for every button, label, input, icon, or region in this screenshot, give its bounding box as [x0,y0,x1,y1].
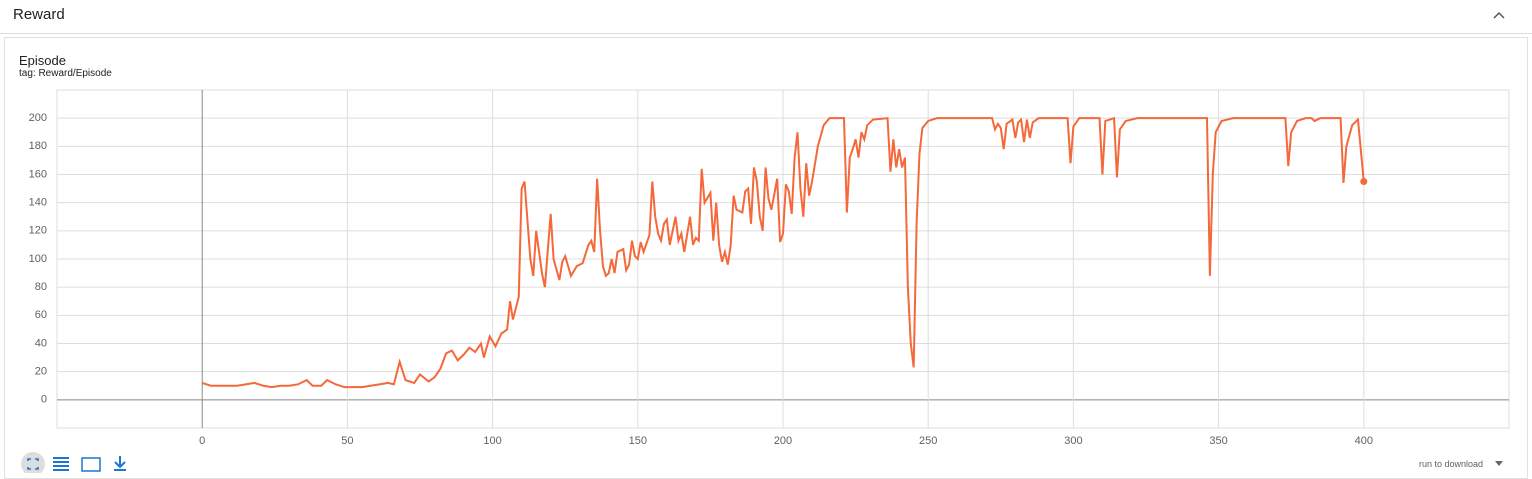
y-tick-label: 0 [41,394,47,406]
y-tick-label: 80 [35,281,47,293]
card-title: Episode [19,53,66,68]
run-select[interactable]: run to download [1419,459,1484,469]
y-tick-label: 60 [35,309,47,321]
x-tick-label: 300 [1064,435,1082,447]
y-tick-label: 140 [29,197,47,209]
zoom-icon[interactable] [81,457,101,472]
y-tick-label: 160 [29,168,47,180]
y-tick-label: 180 [29,140,47,152]
lines-icon[interactable] [53,457,69,471]
y-tick-label: 40 [35,337,47,349]
series-line [201,116,1365,389]
y-tick-label: 120 [29,225,47,237]
x-tick-label: 400 [1355,435,1373,447]
collapse-icon[interactable] [1492,8,1506,22]
x-tick-label: 100 [483,435,501,447]
fit-icon[interactable] [27,458,39,470]
x-tick-label: 250 [919,435,937,447]
dropdown-icon[interactable] [1494,460,1504,468]
x-tick-label: 150 [629,435,647,447]
y-tick-label: 200 [29,112,47,124]
x-tick-label: 0 [199,435,205,447]
section-title: Reward [13,6,65,23]
toolbar [21,452,126,473]
section-header[interactable]: Reward [0,0,1532,34]
x-tick-label: 350 [1209,435,1227,447]
card-tag: tag: Reward/Episode [19,68,112,79]
x-tick-label: 200 [774,435,792,447]
y-tick-label: 100 [29,253,47,265]
x-tick-label: 50 [341,435,353,447]
fit-button-bg[interactable] [21,452,45,473]
y-tick-label: 20 [35,366,47,378]
download-icon[interactable] [114,456,126,471]
last-point [1360,178,1368,186]
